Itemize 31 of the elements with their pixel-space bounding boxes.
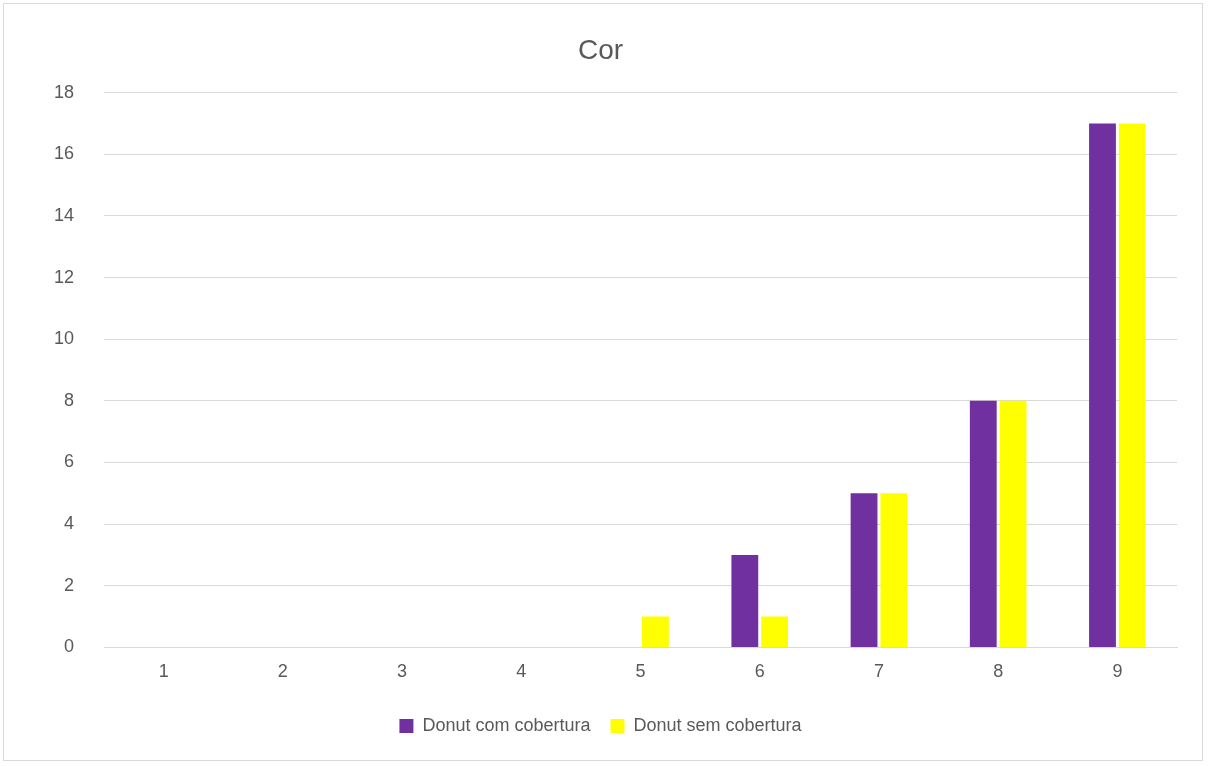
y-tick-label: 16	[53, 143, 75, 164]
x-tick-label: 1	[158, 661, 169, 682]
x-tick-label: 2	[277, 661, 288, 682]
bar	[969, 400, 997, 647]
y-tick-label: 2	[64, 574, 75, 595]
y-tick-label: 14	[53, 204, 75, 225]
bar	[999, 400, 1027, 647]
x-tick-label: 9	[1112, 661, 1123, 682]
y-tick-label: 18	[53, 81, 75, 102]
y-tick-label: 6	[64, 451, 75, 472]
y-tick-label: 4	[64, 513, 75, 534]
x-tick-label: 6	[754, 661, 765, 682]
bar	[1118, 123, 1146, 647]
x-tick-label: 5	[635, 661, 646, 682]
bar	[1089, 123, 1116, 647]
x-tick-label: 3	[397, 661, 408, 682]
legend-label: Donut sem cobertura	[633, 714, 803, 735]
legend-label: Donut com cobertura	[422, 714, 592, 735]
bar	[761, 616, 789, 647]
x-tick-label: 7	[873, 661, 884, 682]
x-tick-label: 8	[993, 661, 1004, 682]
chart-title: Cor	[577, 33, 624, 65]
bar	[731, 554, 759, 647]
y-tick-label: 8	[64, 389, 75, 410]
y-tick-label: 10	[53, 328, 75, 349]
bar	[642, 616, 669, 647]
bar	[880, 493, 908, 647]
y-tick-label: 12	[53, 266, 75, 287]
x-tick-label: 4	[516, 661, 527, 682]
y-tick-label: 0	[64, 636, 75, 657]
bar	[850, 493, 878, 647]
